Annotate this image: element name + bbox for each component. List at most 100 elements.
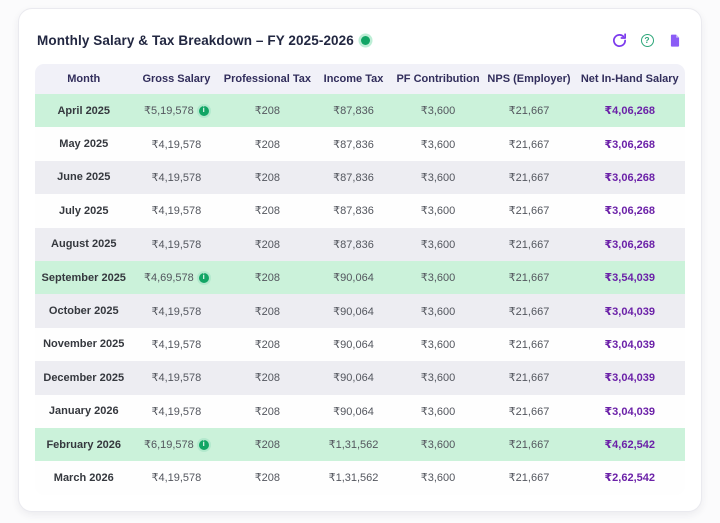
table-row: November 2025 ₹4,19,578 ₹208 ₹90,064 ₹3,… [35, 327, 685, 362]
cell-income-tax: ₹90,064 [314, 260, 393, 295]
cell-gross-salary: ₹4,69,578 i [132, 260, 221, 295]
cell-nps-employer: ₹21,667 [483, 461, 575, 495]
cell-professional-tax: ₹208 [220, 327, 315, 362]
cell-income-tax: ₹87,836 [314, 227, 393, 261]
cell-net-in-hand-salary: ₹3,06,268 [574, 160, 685, 195]
salary-breakdown-card: Monthly Salary & Tax Breakdown – FY 2025… [18, 8, 702, 512]
cell-income-tax: ₹87,836 [314, 160, 393, 195]
cell-pf-contribution: ₹3,600 [392, 427, 484, 462]
cell-professional-tax: ₹208 [220, 361, 315, 395]
cell-pf-contribution: ₹3,600 [392, 94, 484, 128]
cell-income-tax: ₹1,31,562 [314, 427, 393, 462]
cell-month: July 2025 [35, 194, 133, 228]
cell-gross-salary: ₹4,19,578 [132, 127, 221, 161]
cell-month: September 2025 [35, 260, 133, 295]
cell-income-tax: ₹1,31,562 [314, 461, 393, 495]
cell-month: January 2026 [35, 394, 133, 428]
cell-professional-tax: ₹208 [220, 260, 315, 295]
salary-table: Month Gross Salary Professional Tax Inco… [35, 64, 685, 495]
cell-income-tax: ₹90,064 [314, 394, 393, 428]
info-icon[interactable]: i [198, 272, 209, 283]
cell-gross-salary: ₹4,19,578 [132, 327, 221, 362]
card-header: Monthly Salary & Tax Breakdown – FY 2025… [35, 29, 685, 51]
cell-professional-tax: ₹208 [220, 194, 315, 228]
table-row: March 2026 ₹4,19,578 ₹208 ₹1,31,562 ₹3,6… [35, 461, 685, 495]
cell-net-in-hand-salary: ₹3,06,268 [574, 194, 685, 228]
cell-pf-contribution: ₹3,600 [392, 361, 484, 395]
document-icon[interactable] [667, 32, 683, 48]
cell-nps-employer: ₹21,667 [483, 160, 575, 195]
cell-professional-tax: ₹208 [220, 94, 315, 128]
cell-month: February 2026 [35, 427, 133, 462]
cell-net-in-hand-salary: ₹4,62,542 [574, 427, 685, 462]
cell-nps-employer: ₹21,667 [483, 227, 575, 261]
page-title: Monthly Salary & Tax Breakdown – FY 2025… [37, 32, 354, 48]
column-header-nps-employer: NPS (Employer) [483, 64, 575, 94]
cell-net-in-hand-salary: ₹3,04,039 [574, 361, 685, 395]
status-dot-icon [360, 35, 370, 45]
cell-professional-tax: ₹208 [220, 394, 315, 428]
cell-net-in-hand-salary: ₹3,04,039 [574, 327, 685, 362]
cell-nps-employer: ₹21,667 [483, 294, 575, 328]
cell-pf-contribution: ₹3,600 [392, 327, 484, 362]
cell-income-tax: ₹87,836 [314, 194, 393, 228]
cell-pf-contribution: ₹3,600 [392, 127, 484, 161]
cell-professional-tax: ₹208 [220, 461, 315, 495]
table-row: October 2025 ₹4,19,578 ₹208 ₹90,064 ₹3,6… [35, 294, 685, 328]
cell-month: March 2026 [35, 461, 133, 495]
cell-month: June 2025 [35, 160, 133, 195]
info-icon[interactable]: i [198, 105, 209, 116]
cell-pf-contribution: ₹3,600 [392, 227, 484, 261]
column-header-month: Month [35, 64, 133, 94]
cell-nps-employer: ₹21,667 [483, 94, 575, 128]
table-row: February 2026 ₹6,19,578 i ₹208 ₹1,31,562 … [35, 427, 685, 462]
cell-month: August 2025 [35, 227, 133, 261]
cell-month: May 2025 [35, 127, 133, 161]
cell-net-in-hand-salary: ₹4,06,268 [574, 94, 685, 128]
cell-net-in-hand-salary: ₹2,62,542 [574, 461, 685, 495]
cell-month: October 2025 [35, 294, 133, 328]
cell-month: November 2025 [35, 327, 133, 362]
cell-professional-tax: ₹208 [220, 127, 315, 161]
column-header-pf-contribution: PF Contribution [392, 64, 484, 94]
cell-income-tax: ₹90,064 [314, 361, 393, 395]
cell-gross-salary: ₹4,19,578 [132, 194, 221, 228]
cell-income-tax: ₹90,064 [314, 294, 393, 328]
column-header-gross-salary: Gross Salary [132, 64, 221, 94]
help-icon[interactable]: ? [639, 32, 655, 48]
cell-nps-employer: ₹21,667 [483, 194, 575, 228]
refresh-icon[interactable] [611, 32, 627, 48]
table-row: August 2025 ₹4,19,578 ₹208 ₹87,836 ₹3,60… [35, 227, 685, 261]
table-row: September 2025 ₹4,69,578 i ₹208 ₹90,064 ₹… [35, 260, 685, 295]
cell-net-in-hand-salary: ₹3,54,039 [574, 260, 685, 295]
cell-gross-salary: ₹6,19,578 i [132, 427, 221, 462]
cell-income-tax: ₹90,064 [314, 327, 393, 362]
cell-gross-salary: ₹5,19,578 i [132, 94, 221, 128]
cell-gross-salary: ₹4,19,578 [132, 394, 221, 428]
cell-professional-tax: ₹208 [220, 427, 315, 462]
table-header-row: Month Gross Salary Professional Tax Inco… [35, 64, 685, 94]
info-icon[interactable]: i [198, 439, 209, 450]
table-row: May 2025 ₹4,19,578 ₹208 ₹87,836 ₹3,600 ₹… [35, 127, 685, 161]
table-row: June 2025 ₹4,19,578 ₹208 ₹87,836 ₹3,600 … [35, 160, 685, 195]
cell-pf-contribution: ₹3,600 [392, 260, 484, 295]
cell-nps-employer: ₹21,667 [483, 427, 575, 462]
cell-nps-employer: ₹21,667 [483, 127, 575, 161]
cell-pf-contribution: ₹3,600 [392, 394, 484, 428]
cell-gross-salary: ₹4,19,578 [132, 461, 221, 495]
cell-professional-tax: ₹208 [220, 160, 315, 195]
cell-gross-salary: ₹4,19,578 [132, 160, 221, 195]
cell-pf-contribution: ₹3,600 [392, 461, 484, 495]
cell-gross-salary: ₹4,19,578 [132, 361, 221, 395]
column-header-professional-tax: Professional Tax [220, 64, 315, 94]
cell-nps-employer: ₹21,667 [483, 260, 575, 295]
cell-net-in-hand-salary: ₹3,06,268 [574, 127, 685, 161]
cell-gross-salary: ₹4,19,578 [132, 227, 221, 261]
cell-pf-contribution: ₹3,600 [392, 294, 484, 328]
cell-nps-employer: ₹21,667 [483, 394, 575, 428]
cell-month: December 2025 [35, 361, 133, 395]
cell-gross-salary: ₹4,19,578 [132, 294, 221, 328]
cell-pf-contribution: ₹3,600 [392, 160, 484, 195]
cell-income-tax: ₹87,836 [314, 127, 393, 161]
table-row: December 2025 ₹4,19,578 ₹208 ₹90,064 ₹3,… [35, 361, 685, 395]
